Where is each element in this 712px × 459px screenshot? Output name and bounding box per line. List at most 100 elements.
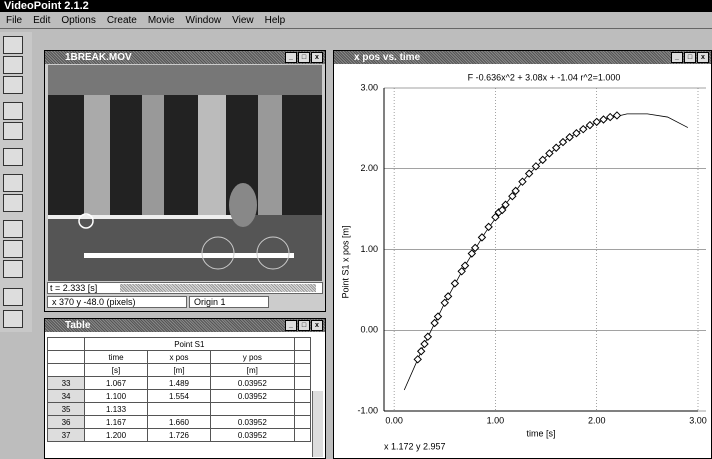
video-frame (48, 65, 322, 281)
chart: F -0.636x^2 + 3.08x + -1.04 r^2=1.000 Po… (334, 64, 711, 458)
table-cell (148, 403, 211, 416)
table-cell: 0.03952 (210, 416, 294, 429)
window-title: Table (65, 320, 90, 331)
x-tick-label: 1.00 (487, 415, 505, 425)
column-header: [m] (210, 364, 294, 377)
table-row: 371.2001.7260.03952 (48, 429, 311, 442)
table-cell: 0.03952 (210, 390, 294, 403)
menu-item[interactable]: File (6, 15, 22, 26)
table-row: 341.1001.5540.03952 (48, 390, 311, 403)
scrollbar[interactable] (312, 391, 323, 457)
menu-item[interactable]: Help (265, 15, 286, 26)
menu-item[interactable]: Edit (33, 15, 50, 26)
x-tick-label: 3.00 (689, 415, 707, 425)
y-tick-label: 2.00 (360, 163, 378, 173)
window-title-bar: 1BREAK.MOV _□x (45, 51, 325, 64)
window-title: 1BREAK.MOV (65, 52, 132, 63)
table-cell: 1.554 (148, 390, 211, 403)
table-cell: 1.726 (148, 429, 211, 442)
close-button[interactable]: x (697, 52, 709, 63)
row-number: 33 (48, 377, 85, 390)
close-button[interactable]: x (311, 320, 323, 331)
tool-button[interactable] (3, 36, 23, 54)
menu-item[interactable]: Window (186, 15, 222, 26)
separator (0, 28, 712, 29)
tool-button[interactable] (3, 76, 23, 94)
y-axis-label: Point S1 x pos [m] (340, 225, 350, 298)
table-header-row: Point S1 (48, 338, 311, 351)
tool-button[interactable] (3, 122, 23, 140)
tool-button[interactable] (3, 148, 23, 166)
group-header: Point S1 (85, 338, 295, 351)
x-axis-label: time [s] (526, 428, 555, 438)
row-number: 34 (48, 390, 85, 403)
origin-box[interactable]: Origin 1 (189, 296, 269, 308)
time-slider[interactable] (120, 284, 316, 292)
table-cell: 1.660 (148, 416, 211, 429)
tool-button[interactable] (3, 310, 23, 328)
column-header: [m] (148, 364, 211, 377)
table-cell: 1.067 (85, 377, 148, 390)
table-row: 351.133 (48, 403, 311, 416)
header-cell (48, 338, 85, 351)
screen: VideoPoint 2.1.2 File Edit Options Create Mo… (0, 0, 712, 459)
header-cell (294, 364, 310, 377)
table-cell (294, 403, 310, 416)
tool-button[interactable] (3, 102, 23, 120)
window-title: x pos vs. time (354, 52, 420, 63)
column-header: [s] (85, 364, 148, 377)
maximize-button[interactable]: □ (684, 52, 696, 63)
header-cell (48, 364, 85, 377)
table-cell: 1.100 (85, 390, 148, 403)
tool-button[interactable] (3, 56, 23, 74)
menu-item[interactable]: Options (61, 15, 95, 26)
table-cell: 1.167 (85, 416, 148, 429)
origin-label: Origin 1 (194, 297, 226, 307)
menu-item[interactable]: View (232, 15, 254, 26)
x-tick-label: 0.00 (385, 415, 403, 425)
minimize-button[interactable]: _ (285, 52, 297, 63)
tool-button[interactable] (3, 220, 23, 238)
close-button[interactable]: x (311, 52, 323, 63)
column-header: x pos (148, 351, 211, 364)
coords-readout: x 370 y -48.0 (pixels) (52, 297, 136, 307)
maximize-button[interactable]: □ (298, 320, 310, 331)
row-number: 37 (48, 429, 85, 442)
window-title-bar: x pos vs. time _□x (334, 51, 711, 64)
time-readout: t = 2.333 [s] (50, 283, 97, 293)
menu-bar: File Edit Options Create Movie Window View Help (6, 14, 706, 26)
y-tick-label: 3.00 (360, 82, 378, 92)
row-number: 35 (48, 403, 85, 416)
table-cell (294, 429, 310, 442)
header-cell (48, 351, 85, 364)
header-cell (294, 338, 310, 351)
minimize-button[interactable]: _ (671, 52, 683, 63)
table-cell: 1.200 (85, 429, 148, 442)
app-title-bar: VideoPoint 2.1.2 (0, 0, 712, 12)
menu-item[interactable]: Create (107, 15, 137, 26)
column-header: y pos (210, 351, 294, 364)
tool-button[interactable] (3, 194, 23, 212)
y-tick-label: 1.00 (360, 244, 378, 254)
row-number: 36 (48, 416, 85, 429)
tool-button[interactable] (3, 288, 23, 306)
table-cell: 1.489 (148, 377, 211, 390)
toolbar (0, 32, 32, 332)
minimize-button[interactable]: _ (285, 320, 297, 331)
tool-button[interactable] (3, 174, 23, 192)
table-cell (294, 377, 310, 390)
x-tick-label: 2.00 (588, 415, 606, 425)
y-tick-label: -1.00 (357, 405, 378, 415)
menu-item[interactable]: Movie (148, 15, 175, 26)
table-cell: 0.03952 (210, 377, 294, 390)
table-header-row: [s][m][m] (48, 364, 311, 377)
maximize-button[interactable]: □ (298, 52, 310, 63)
app-title: VideoPoint 2.1.2 (4, 0, 89, 12)
tool-button[interactable] (3, 240, 23, 258)
tool-button[interactable] (3, 260, 23, 278)
table-cell (294, 416, 310, 429)
